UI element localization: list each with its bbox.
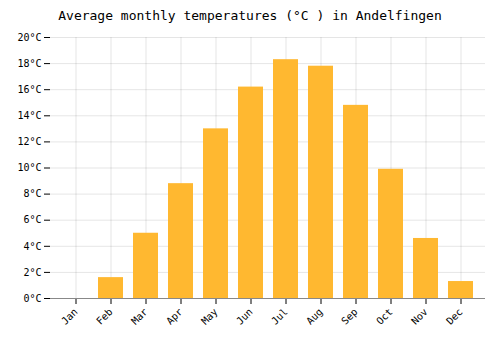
svg-text:Aug: Aug (304, 306, 325, 327)
svg-text:16°C: 16°C (17, 84, 41, 95)
svg-text:10°C: 10°C (17, 162, 41, 173)
svg-text:0°C: 0°C (23, 293, 41, 304)
svg-text:2°C: 2°C (23, 267, 41, 278)
svg-text:6°C: 6°C (23, 214, 41, 225)
svg-text:Sep: Sep (339, 306, 360, 327)
html-text:Average monthly temperatures (: Average monthly temperatures (°C ) in An… (58, 8, 442, 23)
svg-text:18°C: 18°C (17, 58, 41, 69)
svg-text:May: May (199, 306, 220, 327)
svg-text:Mar: Mar (129, 306, 150, 327)
svg-text:8°C: 8°C (23, 188, 41, 199)
svg-text:Jun: Jun (234, 306, 255, 327)
svg-text:Dec: Dec (444, 306, 465, 327)
svg-text:Apr: Apr (164, 306, 185, 327)
svg-text:Jul: Jul (269, 306, 290, 327)
svg-text:Oct: Oct (374, 306, 395, 327)
svg-text:Nov: Nov (409, 306, 430, 327)
svg-text:20°C: 20°C (17, 32, 41, 43)
svg-text:14°C: 14°C (17, 110, 41, 121)
svg-text:Feb: Feb (94, 306, 115, 327)
svg-text:Jan: Jan (59, 306, 80, 327)
svg-text:4°C: 4°C (23, 241, 41, 252)
svg-text:12°C: 12°C (17, 136, 41, 147)
